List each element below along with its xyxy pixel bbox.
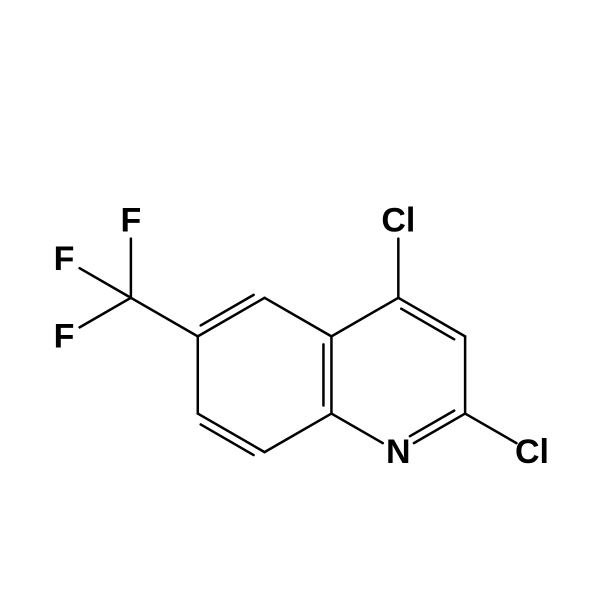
bond-line xyxy=(198,414,265,453)
bond-line xyxy=(398,298,465,337)
bond-line xyxy=(201,424,254,455)
bond-line xyxy=(265,298,332,337)
bond-line xyxy=(265,414,332,453)
bond-line xyxy=(198,298,265,337)
atom-label-cl2: Cl xyxy=(515,433,549,471)
bond-line xyxy=(331,298,398,337)
atom-label-cl4: Cl xyxy=(381,202,415,240)
atom-label-f2: F xyxy=(54,317,75,355)
bond-line xyxy=(401,309,454,340)
molecule-canvas: N F F F Cl Cl xyxy=(0,0,600,600)
bond-line xyxy=(201,295,254,326)
atom-label-f1: F xyxy=(121,202,142,240)
atom-label-f3: F xyxy=(54,240,75,278)
bond-line xyxy=(465,414,516,444)
atom-label-n1: N xyxy=(386,433,411,471)
bond-line xyxy=(131,298,198,337)
bond-line xyxy=(331,414,382,444)
bond-line xyxy=(80,298,131,328)
bond-line xyxy=(80,268,131,298)
